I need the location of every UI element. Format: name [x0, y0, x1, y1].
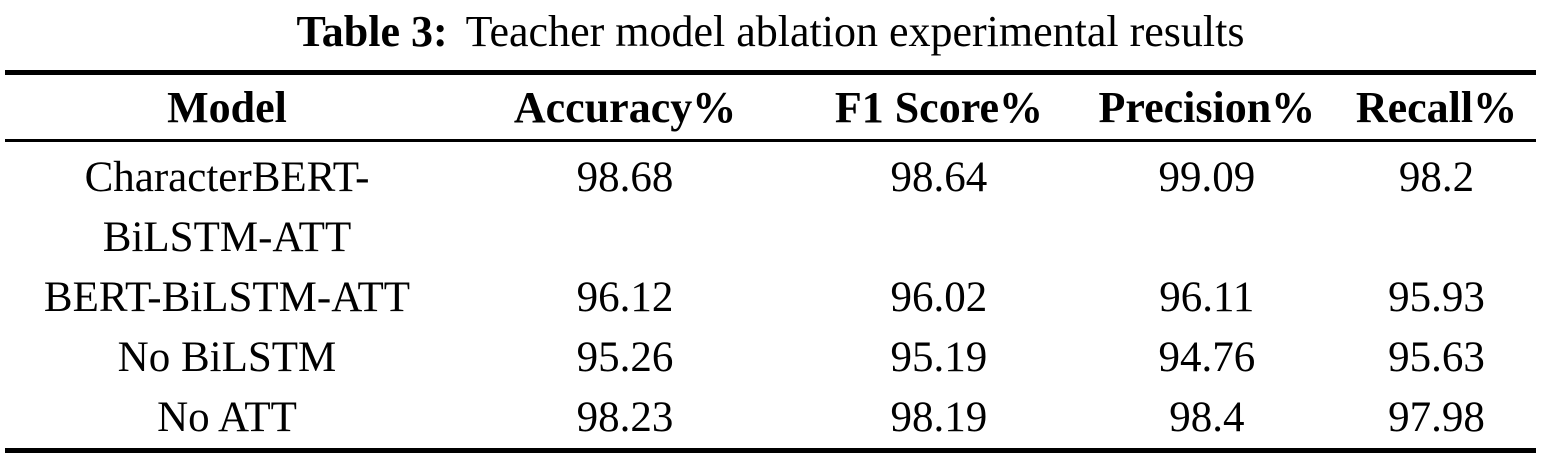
table-row: BERT-BiLSTM-ATT 96.12 96.02 96.11 95.93	[5, 268, 1536, 328]
recall-value: 95.63	[1388, 334, 1485, 381]
precision-value: 98.4	[1169, 394, 1245, 441]
table-row: No BiLSTM 95.26 95.19 94.76 95.63	[5, 328, 1536, 388]
recall-value: 98.2	[1398, 154, 1475, 201]
precision-value: 94.76	[1158, 334, 1256, 381]
accuracy-value: 95.26	[576, 334, 674, 381]
header-row: Model Accuracy% F1 Score% Precision% Rec…	[5, 73, 1536, 141]
column-header-precision: Precision%	[1098, 82, 1316, 132]
precision-value: 96.11	[1159, 274, 1255, 321]
f1-value: 98.64	[890, 154, 988, 201]
accuracy-value: 96.12	[576, 274, 674, 321]
table-caption-text: Teacher model ablation experimental resu…	[465, 7, 1245, 56]
accuracy-value: 98.68	[576, 154, 674, 201]
table-caption-label: Table 3:	[296, 7, 448, 56]
recall-value: 97.98	[1388, 394, 1485, 441]
column-header-model: Model	[167, 82, 287, 132]
table-row: CharacterBERT- BiLSTM-ATT 98.68 98.64 99…	[5, 141, 1536, 269]
model-name: BERT-BiLSTM-ATT	[43, 274, 411, 321]
f1-value: 96.02	[890, 274, 988, 321]
precision-value: 99.09	[1158, 154, 1256, 201]
results-table: Model Accuracy% F1 Score% Precision% Rec…	[5, 70, 1536, 453]
column-header-accuracy: Accuracy%	[513, 82, 737, 132]
table-caption: Table 3: Teacher model ablation experimen…	[0, 0, 1541, 70]
column-header-f1-score: F1 Score%	[834, 82, 1043, 132]
recall-value: 95.93	[1388, 274, 1485, 321]
model-name: CharacterBERT- BiLSTM-ATT	[84, 154, 370, 261]
f1-value: 98.19	[890, 394, 988, 441]
table-row: No ATT 98.23 98.19 98.4 97.98	[5, 388, 1536, 451]
model-name: No ATT	[157, 394, 297, 441]
f1-value: 95.19	[890, 334, 988, 381]
model-name: No BiLSTM	[117, 334, 337, 381]
column-header-recall: Recall%	[1355, 82, 1518, 132]
accuracy-value: 98.23	[576, 394, 674, 441]
